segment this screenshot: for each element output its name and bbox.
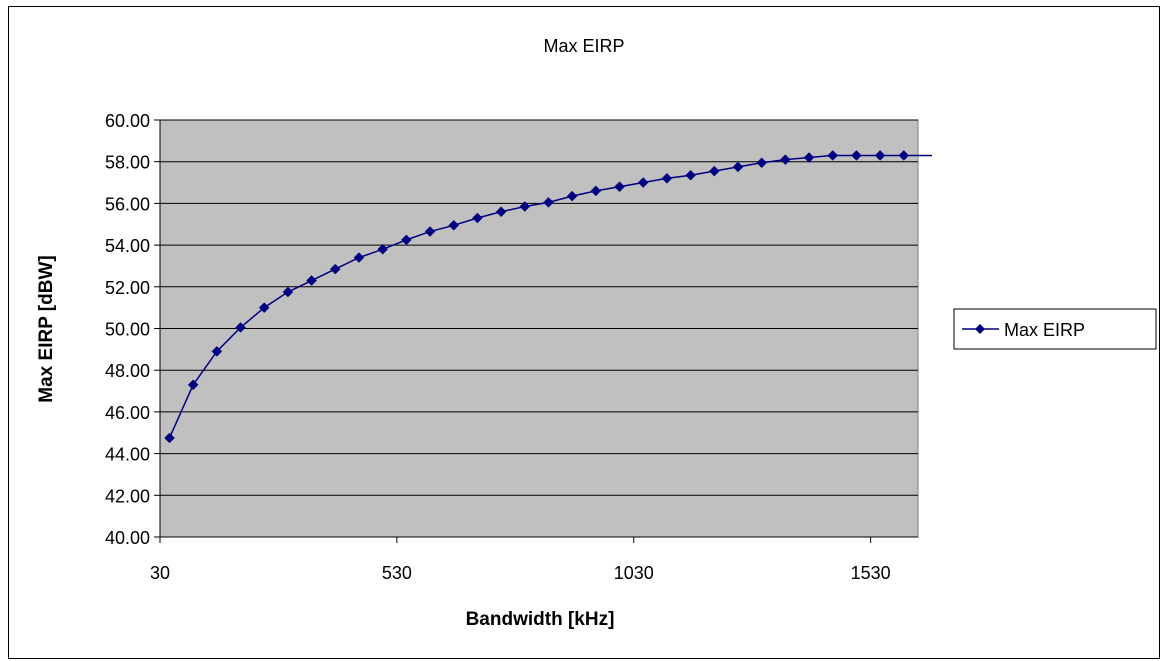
y-tick-label: 40.00 bbox=[105, 528, 150, 548]
data-point bbox=[637, 177, 649, 188]
data-point bbox=[187, 379, 199, 391]
data-point bbox=[614, 181, 625, 193]
data-point bbox=[732, 161, 744, 173]
data-point bbox=[874, 150, 886, 161]
y-tick-label: 50.00 bbox=[105, 320, 150, 340]
data-point bbox=[851, 150, 862, 161]
x-axis-label: Bandwidth [kHz] bbox=[466, 609, 615, 630]
data-point bbox=[661, 173, 673, 184]
data-point bbox=[590, 185, 602, 197]
y-axis-label: Max EIRP [dBW] bbox=[36, 255, 57, 402]
legend-label: Max EIRP bbox=[1004, 320, 1085, 340]
y-tick-label: 58.00 bbox=[105, 153, 150, 173]
x-tick-label: 1030 bbox=[614, 563, 654, 583]
data-point bbox=[519, 201, 531, 212]
x-tick-label: 1530 bbox=[851, 563, 891, 583]
data-point bbox=[377, 243, 389, 255]
data-point bbox=[164, 432, 175, 444]
chart-title: Max EIRP bbox=[543, 36, 624, 56]
data-point bbox=[329, 263, 341, 275]
data-point bbox=[424, 226, 436, 237]
data-point bbox=[566, 190, 578, 202]
data-point bbox=[400, 234, 412, 246]
data-point bbox=[708, 165, 720, 177]
data-point bbox=[258, 302, 270, 314]
y-tick-label: 44.00 bbox=[105, 445, 150, 465]
data-point bbox=[353, 252, 365, 263]
data-point bbox=[235, 322, 246, 333]
y-tick-label: 54.00 bbox=[105, 236, 150, 256]
data-point bbox=[472, 212, 483, 224]
data-point bbox=[306, 275, 317, 286]
data-point bbox=[898, 150, 910, 161]
data-point bbox=[543, 197, 554, 208]
y-tick-label: 46.00 bbox=[105, 403, 150, 423]
y-tick-label: 42.00 bbox=[105, 486, 150, 506]
data-point bbox=[495, 206, 507, 218]
data-point bbox=[448, 219, 460, 231]
data-point bbox=[211, 346, 223, 357]
data-point bbox=[282, 286, 294, 298]
legend-marker bbox=[975, 324, 985, 334]
data-point bbox=[779, 154, 791, 165]
data-point bbox=[803, 152, 815, 163]
y-tick-label: 48.00 bbox=[105, 361, 150, 381]
y-tick-label: 52.00 bbox=[105, 278, 150, 298]
y-tick-label: 60.00 bbox=[105, 111, 150, 131]
data-point bbox=[685, 169, 696, 181]
y-tick-label: 56.00 bbox=[105, 194, 150, 214]
data-point bbox=[756, 157, 768, 169]
data-point bbox=[827, 150, 839, 161]
x-tick-label: 530 bbox=[382, 563, 412, 583]
x-tick-label: 30 bbox=[150, 563, 170, 583]
